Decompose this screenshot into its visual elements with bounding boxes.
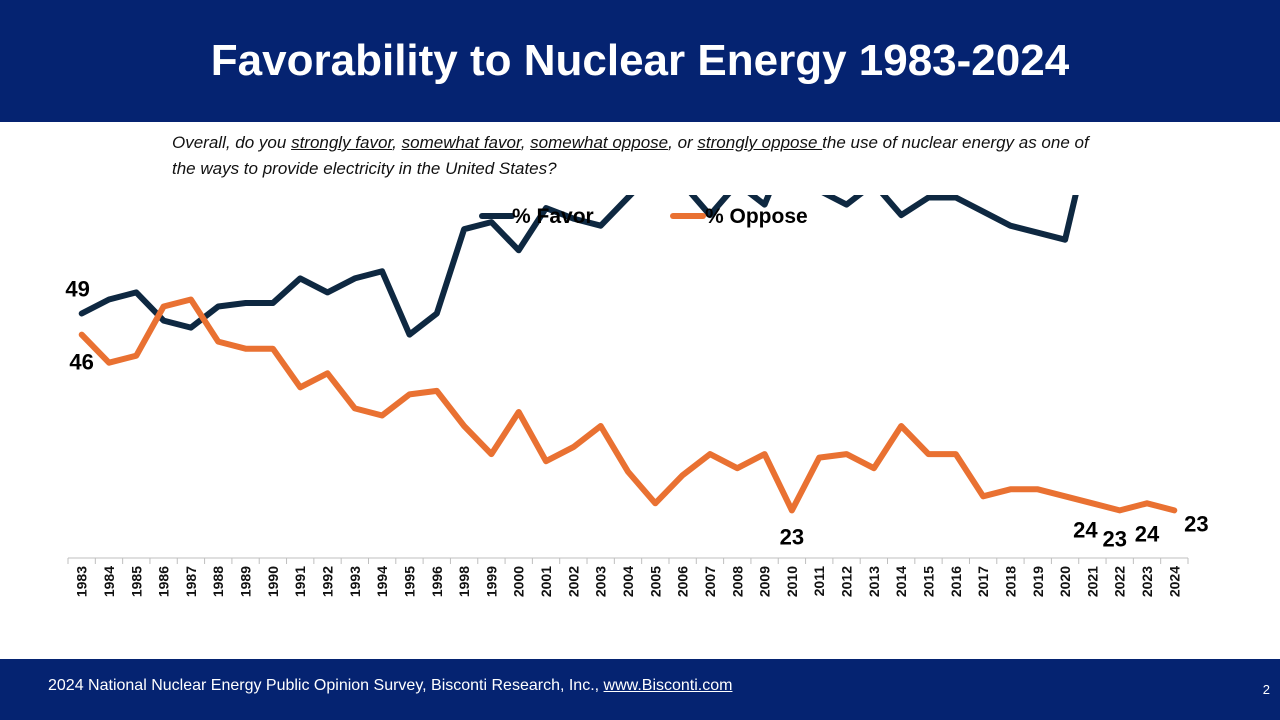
x-tick-label: 2021 (1084, 566, 1100, 597)
x-tick-label: 2011 (811, 566, 827, 597)
x-tick-label: 2010 (784, 566, 800, 597)
x-tick-label: 2001 (538, 566, 554, 597)
data-label: 46 (69, 350, 93, 375)
x-tick-label: 2013 (866, 566, 882, 597)
data-label: 23 (1184, 511, 1208, 536)
x-tick-label: 2016 (948, 566, 964, 597)
series-line-oppose (78, 296, 1178, 514)
x-tick-label: 1994 (374, 566, 390, 597)
question-text: the use of nuclear energy as one of the … (172, 133, 1089, 178)
x-tick-label: 2002 (565, 566, 581, 597)
question-text: , or (668, 133, 698, 152)
x-tick-label: 1988 (210, 566, 226, 597)
source-text: 2024 National Nuclear Energy Public Opin… (48, 677, 604, 694)
x-tick-label: 1987 (183, 566, 199, 597)
x-tick-label: 1984 (101, 566, 117, 597)
x-tick-label: 2008 (729, 566, 745, 597)
x-tick-label: 1996 (429, 566, 445, 597)
survey-question: Overall, do you strongly favor, somewhat… (172, 130, 1112, 182)
x-tick-label: 1985 (128, 566, 144, 597)
question-text: Overall, do you (172, 133, 292, 152)
x-tick-label: 2022 (1112, 566, 1128, 597)
data-label: 23 (780, 524, 804, 549)
data-label: 24 (1073, 517, 1098, 542)
question-text: , (520, 133, 531, 152)
x-tick-label: 2012 (839, 566, 855, 597)
x-tick-label: 1993 (347, 566, 363, 597)
x-tick-label: 2005 (647, 566, 663, 597)
x-tick-label: 2006 (675, 566, 691, 597)
x-tick-label: 2004 (620, 566, 636, 597)
x-tick-label: 2014 (893, 566, 909, 597)
data-label: 24 (1135, 521, 1160, 546)
data-label: 23 (1102, 526, 1126, 551)
x-tick-label: 1991 (292, 566, 308, 597)
x-tick-label: 1989 (238, 566, 254, 597)
source-link[interactable]: www.Bisconti.com (603, 677, 733, 694)
legend-label: % Oppose (705, 205, 808, 228)
x-tick-label: 1986 (156, 566, 172, 597)
x-tick-label: 2018 (1002, 566, 1018, 597)
slide-title: Favorability to Nuclear Energy 1983-2024 (210, 36, 1070, 85)
footer-banner (0, 659, 1280, 720)
data-label: 49 (65, 277, 89, 302)
series-line-favor (78, 195, 1079, 338)
x-tick-label: 2023 (1139, 566, 1155, 597)
x-tick-label: 1983 (74, 566, 90, 597)
x-tick-label: 2015 (920, 566, 936, 597)
x-tick-label: 2024 (1166, 566, 1182, 597)
title-banner (0, 0, 1280, 122)
x-tick-label: 1990 (265, 566, 281, 597)
page-number: 2 (1262, 682, 1270, 697)
x-tick-label: 2017 (975, 566, 991, 597)
x-tick-label: 1999 (483, 566, 499, 597)
x-tick-label: 2003 (593, 566, 609, 597)
x-tick-label: 2007 (702, 566, 718, 597)
option-somewhat-oppose: somewhat oppose (530, 133, 669, 152)
x-tick-label: 1995 (401, 566, 417, 597)
x-tick-label: 1998 (456, 566, 472, 597)
line-chart: 1983 1984 1985 1986 1987 1988 1989 1990 1991 1992… (65, 195, 1209, 597)
legend-label: % Favor (512, 205, 594, 228)
x-tick-label: 1992 (320, 566, 336, 597)
x-tick-label: 2000 (511, 566, 527, 597)
x-tick-label: 2020 (1057, 566, 1073, 597)
x-tick-label: 2019 (1030, 566, 1046, 597)
x-tick-label: 2009 (757, 566, 773, 597)
question-text: , (392, 133, 402, 152)
option-somewhat-favor: somewhat favor (401, 133, 521, 152)
option-strongly-oppose: strongly oppose (697, 133, 823, 152)
option-strongly-favor: strongly favor (291, 133, 393, 152)
source-citation: 2024 National Nuclear Energy Public Opin… (48, 676, 732, 696)
